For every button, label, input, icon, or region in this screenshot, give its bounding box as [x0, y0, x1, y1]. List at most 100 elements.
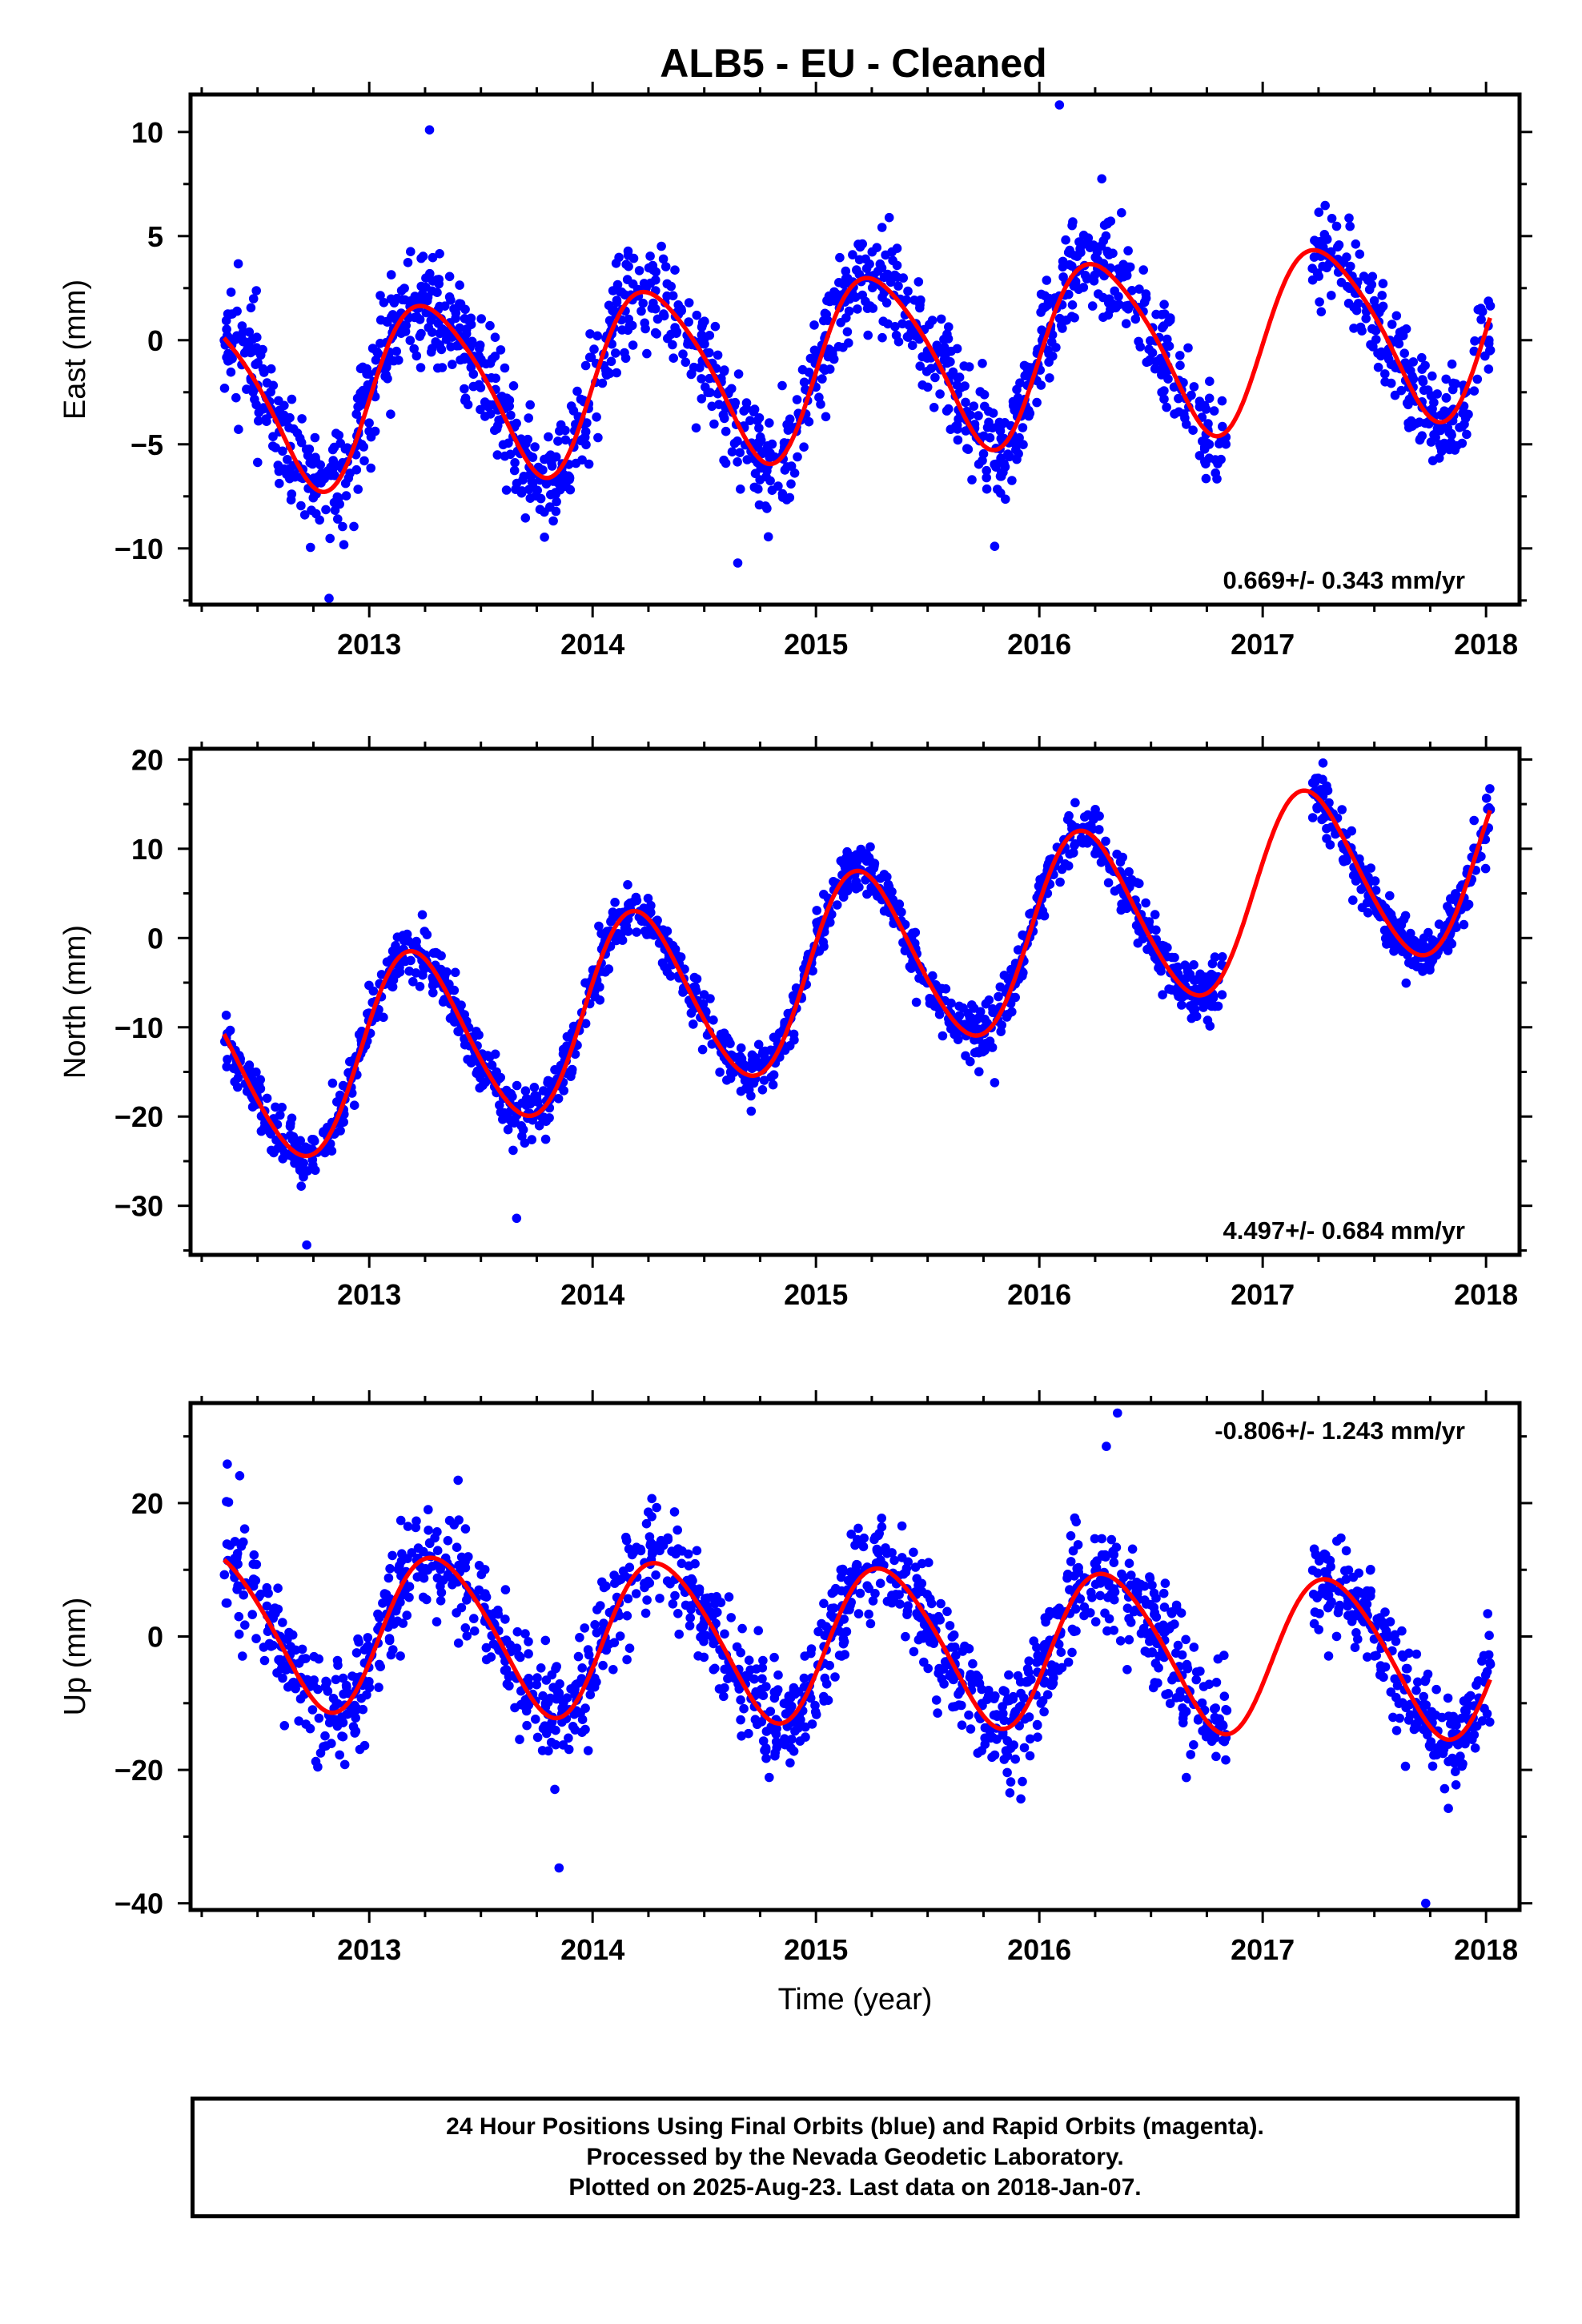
data-point: [451, 308, 461, 318]
data-point: [885, 277, 896, 287]
data-point: [1127, 1544, 1138, 1554]
data-point: [984, 995, 994, 1005]
data-point: [867, 247, 877, 257]
data-point: [351, 1648, 362, 1658]
data-point: [1010, 1754, 1020, 1764]
data-point: [454, 1027, 464, 1037]
data-point: [703, 388, 713, 397]
data-point: [647, 1512, 656, 1522]
data-point: [1472, 374, 1483, 384]
data-point: [1466, 1691, 1476, 1701]
data-point: [556, 420, 566, 430]
data-point: [1151, 1612, 1162, 1622]
data-point: [754, 413, 765, 423]
data-point: [409, 344, 419, 354]
data-point: [642, 348, 652, 359]
data-point: [985, 432, 995, 443]
data-point: [580, 1724, 590, 1735]
data-point: [967, 475, 977, 485]
data-point: [397, 1549, 407, 1558]
data-point: [656, 241, 666, 251]
data-point: [608, 286, 618, 296]
data-point: [870, 1589, 880, 1598]
data-point: [219, 384, 230, 393]
data-point: [592, 1605, 602, 1614]
data-point: [600, 967, 610, 977]
data-point: [447, 1014, 457, 1023]
data-point: [1006, 964, 1016, 975]
data-point: [448, 360, 457, 369]
data-point: [593, 432, 603, 443]
data-point: [364, 369, 374, 379]
data-point: [884, 212, 894, 223]
x-axis: 2013 2014 2015 2016 2017 2018: [200, 1390, 1518, 1966]
data-point: [1145, 1574, 1155, 1583]
data-point: [998, 1702, 1007, 1711]
data-point: [438, 1575, 448, 1585]
data-point: [709, 1015, 718, 1025]
data-point: [500, 1614, 510, 1624]
data-point: [1408, 357, 1418, 367]
data-point: [965, 1672, 975, 1683]
data-point: [1103, 217, 1114, 227]
data-point: [1061, 235, 1070, 245]
data-point: [1138, 265, 1148, 275]
data-point: [744, 1655, 754, 1665]
data-point: [785, 493, 795, 503]
data-point: [686, 369, 697, 380]
data-point: [568, 406, 579, 416]
data-point: [898, 273, 908, 283]
data-point: [287, 1113, 297, 1124]
data-point: [1337, 805, 1347, 814]
data-point: [1327, 1597, 1336, 1606]
data-point: [290, 1136, 300, 1147]
data-point: [1134, 926, 1144, 936]
plot-frame: [188, 1401, 1522, 1912]
data-point: [269, 1148, 279, 1158]
data-point: [954, 1011, 965, 1021]
data-point: [251, 1575, 261, 1586]
data-point: [658, 254, 669, 264]
data-point: [643, 894, 653, 903]
data-point: [1005, 1788, 1015, 1798]
data-point: [646, 900, 656, 911]
data-point: [1175, 351, 1185, 360]
data-point: [689, 1019, 698, 1029]
data-point: [749, 407, 759, 417]
data-point: [416, 292, 426, 302]
data-point: [349, 1100, 359, 1110]
data-point: [911, 997, 921, 1007]
data-point: [746, 1106, 757, 1116]
data-point: [558, 1049, 568, 1059]
data-point: [275, 1110, 285, 1120]
data-point: [1183, 343, 1193, 353]
data-point: [942, 358, 952, 368]
data-point: [780, 465, 790, 475]
data-point: [888, 255, 897, 266]
data-point: [1065, 245, 1074, 255]
data-point: [877, 332, 887, 343]
data-point: [1429, 397, 1439, 408]
data-point: [580, 427, 591, 436]
data-point: [1040, 291, 1050, 301]
data-point: [719, 1691, 729, 1702]
data-point: [1447, 359, 1457, 369]
data-point: [889, 1555, 899, 1566]
data-point: [769, 1652, 779, 1663]
model-curve: [223, 1555, 1492, 1743]
data-point: [282, 469, 291, 480]
data-point: [647, 1494, 656, 1504]
data-point: [729, 1052, 740, 1062]
data-point: [736, 1695, 745, 1705]
data-point: [572, 386, 582, 396]
rate-label: 4.497+/- 0.684 mm/yr: [1223, 1216, 1465, 1244]
data-point: [1173, 1640, 1183, 1651]
data-point: [608, 913, 618, 923]
data-point: [953, 435, 963, 445]
data-point: [865, 259, 874, 269]
data-point: [460, 1623, 471, 1633]
data-point: [1315, 1556, 1324, 1566]
data-point: [524, 413, 533, 423]
data-point: [685, 1621, 695, 1630]
data-point: [251, 286, 262, 296]
